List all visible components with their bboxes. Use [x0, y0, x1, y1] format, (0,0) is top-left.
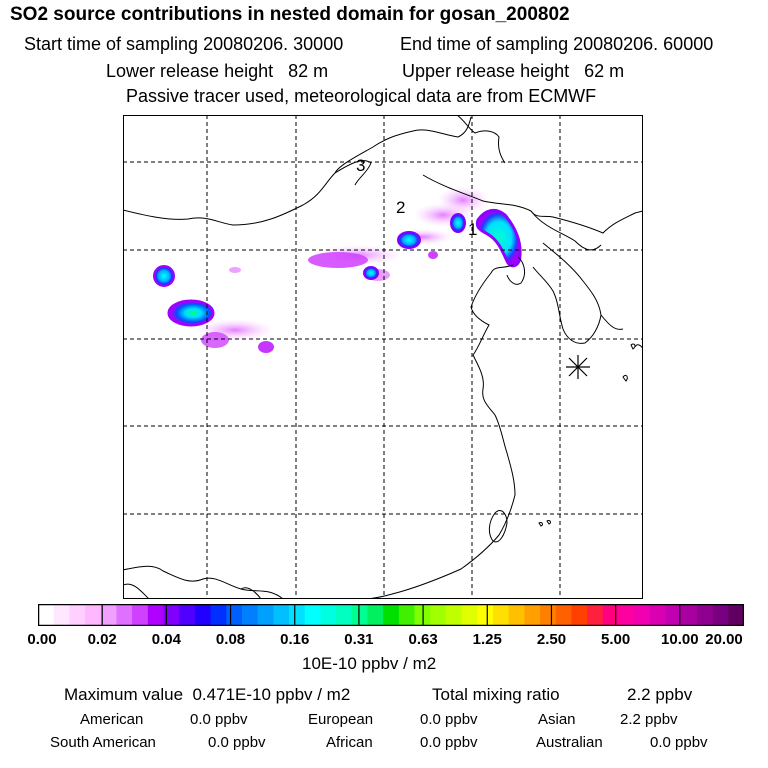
color-scale-cell: [555, 604, 573, 626]
color-scale-cell: [634, 604, 651, 626]
coastline-layer: [123, 115, 643, 599]
color-scale-cell: [226, 604, 243, 626]
color-scale-cell: [445, 604, 463, 626]
color-scale-cell: [85, 604, 102, 626]
region-value-australian: 0.0 ppbv: [650, 734, 708, 751]
color-scale-cell: [336, 604, 353, 626]
color-scale-cell: [696, 604, 714, 626]
color-scale-cell: [477, 604, 494, 626]
color-scale-cell: [508, 604, 525, 626]
color-scale-cell: [571, 604, 588, 626]
color-scale-cell: [524, 604, 541, 626]
region-value-south-american: 0.0 ppbv: [208, 734, 266, 751]
color-scale-cell: [38, 604, 55, 626]
plume-layer: [153, 186, 522, 353]
color-scale-cell: [351, 604, 369, 626]
color-scale-units: 10E-10 ppbv / m2: [302, 654, 437, 673]
color-scale-cell: [147, 604, 165, 626]
end-time-text: End time of sampling 20080206. 60000: [400, 34, 714, 54]
color-scale-cell: [179, 604, 196, 626]
color-scale-cell: [618, 604, 635, 626]
color-scale-cell: [367, 604, 384, 626]
lower-height-text: Lower release height 82 m: [106, 61, 329, 81]
color-scale-cell: [289, 604, 306, 626]
color-scale-cell: [383, 604, 400, 626]
region-name-european: European: [308, 711, 374, 728]
region-value-asian: 2.2 ppbv: [620, 711, 678, 728]
color-scale-cell: [398, 604, 416, 626]
color-scale-cell: [69, 604, 86, 626]
page-title: SO2 source contributions in nested domai…: [10, 4, 570, 25]
color-scale-cell: [132, 604, 149, 626]
total-mixing-value: 2.2 ppbv: [627, 685, 693, 704]
color-scale-tick-label: 0.04: [151, 631, 181, 648]
source-label-2: 2: [396, 198, 405, 217]
total-mixing-label: Total mixing ratio: [432, 685, 560, 704]
color-scale-tick-label: 0.31: [344, 631, 374, 648]
upper-height-text: Upper release height 62 m: [402, 61, 625, 81]
region-name-american: American: [80, 711, 144, 728]
color-scale-tick-label: 20.00: [705, 631, 743, 648]
map-frame: [123, 115, 643, 599]
color-scale-cell: [273, 604, 290, 626]
color-scale-tick-label: 0.16: [280, 631, 310, 648]
source-label-3: 3: [356, 156, 365, 175]
color-scale-cell: [430, 604, 447, 626]
color-scale-tick-label: 0.02: [87, 631, 117, 648]
asterisk-receptor-icon: [566, 355, 590, 379]
region-name-african: African: [326, 734, 373, 751]
color-scale-cell: [587, 604, 604, 626]
color-scale-cell: [210, 604, 227, 626]
color-scale-cell: [681, 604, 698, 626]
color-scale-cell: [194, 604, 212, 626]
color-scale-cell: [100, 604, 118, 626]
lat-lon-grid: [123, 115, 643, 599]
color-scale-cell: [492, 604, 510, 626]
region-name-asian: Asian: [538, 711, 576, 728]
color-scale-cell: [728, 604, 744, 626]
color-scale-cell: [116, 604, 133, 626]
color-scale-cell: [461, 604, 478, 626]
color-scale-bar: [38, 604, 744, 626]
color-scale-tick-label: 0.63: [408, 631, 438, 648]
color-scale-cell: [540, 604, 557, 626]
source-label-1: 1: [468, 220, 477, 239]
region-value-american: 0.0 ppbv: [190, 711, 248, 728]
color-scale-cell: [602, 604, 620, 626]
tracer-note-text: Passive tracer used, meteorological data…: [126, 86, 597, 106]
color-scale-cell: [241, 604, 259, 626]
start-time-text: Start time of sampling 20080206. 30000: [24, 34, 344, 54]
color-scale-tick-label: 2.50: [536, 631, 567, 648]
color-scale-cell: [649, 604, 667, 626]
color-scale-tick-label: 10.00: [661, 631, 699, 648]
color-scale-cell: [53, 604, 70, 626]
color-scale-tick-label: 5.00: [601, 631, 631, 648]
region-value-african: 0.0 ppbv: [420, 734, 478, 751]
color-scale-cell: [712, 604, 729, 626]
color-scale-cell: [665, 604, 682, 626]
maximum-value-text: Maximum value 0.471E-10 ppbv / m2: [64, 685, 351, 704]
color-scale-cell: [304, 604, 321, 626]
color-scale-tick-label: 1.25: [472, 631, 502, 648]
concentration-map: 1 2 3: [123, 115, 643, 599]
region-name-australian: Australian: [536, 734, 603, 751]
region-value-european: 0.0 ppbv: [420, 711, 478, 728]
color-scale-tick-label: 0.00: [27, 631, 57, 648]
color-scale-cell: [163, 604, 180, 626]
region-name-south-american: South American: [50, 734, 156, 751]
color-scale-tick-label: 0.08: [215, 631, 246, 648]
color-scale-cell: [320, 604, 337, 626]
color-scale-cell: [257, 604, 274, 626]
